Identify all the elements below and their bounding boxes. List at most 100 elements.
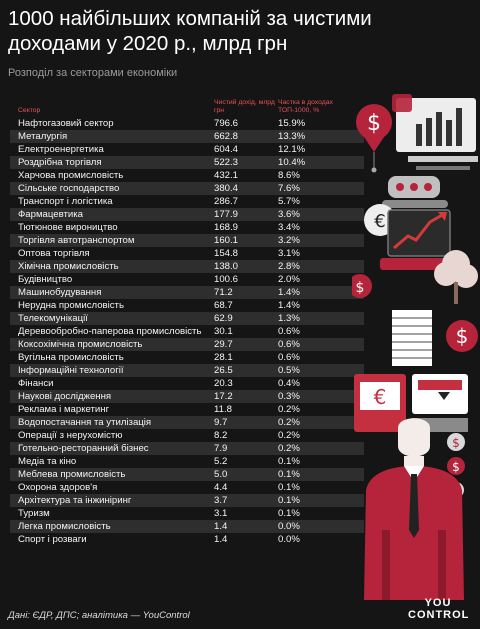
cell-value: 26.5 [214,364,278,377]
cell-share: 1.4% [278,286,364,299]
cell-share: 0.1% [278,468,364,481]
cell-sector: Нафтогазовий сектор [18,118,114,129]
table-row: Деревообробно-паперова промисловість 30.1… [10,325,364,338]
cell-share: 0.1% [278,482,300,493]
cell-value: 154.8 [214,248,239,259]
cell-value: 432.1 [214,170,239,181]
cell-sector: Тютюнове вироництво [18,222,118,233]
table-row: Меблева промисловість 5.0 0.1% [10,468,364,481]
cell-sector: Нерудна промисловість [18,300,124,311]
cell-share: 13.3% [278,130,364,143]
cell-sector: Інформаційні технології [10,364,214,377]
table-row: Операції з нерухомістю 8.2 0.2% [10,429,364,442]
cell-sector: Наукові дослідження [10,390,214,403]
cell-sector: Електроенергетика [18,144,104,155]
cell-share: 0.2% [278,442,364,455]
cell-value: 796.6 [214,118,239,129]
source-note: Дані: ЄДР, ДПС; аналітика — YouControl [8,610,190,621]
dollar-pin-icon: $ [356,104,392,173]
svg-text:$: $ [452,436,460,450]
table-row: Машинобудування 71.2 1.4% [10,286,364,299]
cell-sector: Вугільна промисловість [18,352,124,363]
cell-value: 28.1 [214,352,233,363]
cell-value: 522.3 [214,156,278,169]
table-row: Транспорт і логістика 286.7 5.7% [10,195,364,208]
cell-sector: Операції з нерухомістю [18,430,123,441]
cell-sector: Охорона здоров'я [18,482,98,493]
cell-share: 2.0% [278,274,300,285]
cell-share: 0.0% [278,534,300,545]
cell-value: 177.9 [214,208,278,221]
table-row: Туризм 3.1 0.1% [10,507,364,520]
cell-share: 5.7% [278,196,300,207]
cell-share: 1.3% [278,312,364,325]
illustration: $ € $ [352,94,478,600]
cell-sector: Туризм [18,508,50,519]
svg-text:$: $ [356,280,365,296]
cell-value: 11.8 [214,404,232,415]
cell-share: 0.1% [278,456,300,467]
cell-sector: Коксохімічна промисловість [10,338,214,351]
cell-value: 286.7 [214,196,239,207]
cell-sector: Телекомунікації [10,312,214,325]
cell-share: 0.2% [278,416,364,429]
cell-sector: Хімічна промисловість [10,260,214,273]
table-row: Оптова торгівля 154.8 3.1% [10,247,364,260]
cell-share: 0.6% [278,326,300,337]
cell-sector: Харчова промисловість [18,170,124,181]
table-row: Спорт і розваги 1.4 0.0% [10,533,364,546]
cell-value: 138.0 [214,260,278,273]
table-header-row: Сектор Чистий дохід, млрд грн Частка в д… [10,95,364,117]
table-row: Охорона здоров'я 4.4 0.1% [10,481,364,494]
cell-share: 3.6% [278,208,364,221]
cell-value: 3.7 [214,494,278,507]
table-row: Будівництво 100.6 2.0% [10,273,364,286]
table-row: Хімічна промисловість 138.0 2.8% [10,260,364,273]
cell-share: 3.4% [278,222,300,233]
cell-share: 7.6% [278,182,364,195]
cell-share: 1.4% [278,300,300,311]
logo-line-1: YOU [424,597,452,609]
cell-sector: Транспорт і логістика [18,196,113,207]
cell-sector: Металургія [10,130,214,143]
table-row: Інформаційні технології 26.5 0.5% [10,364,364,377]
svg-text:$: $ [367,111,381,136]
table-row: Наукові дослідження 17.2 0.3% [10,390,364,403]
table-row: Роздрібна торгівля 522.3 10.4% [10,156,364,169]
table-row: Фармацевтика 177.9 3.6% [10,208,364,221]
table-row: Готельно-ресторанний бізнес 7.9 0.2% [10,442,364,455]
cell-share: 10.4% [278,156,364,169]
cell-sector: Водопостачання та утилізація [10,416,214,429]
cell-sector: Меблева промисловість [10,468,214,481]
table-row: Електроенергетика 604.4 12.1% [10,143,364,156]
cell-value: 5.2 [214,456,228,467]
cell-share: 0.0% [278,520,364,533]
svg-text:€: € [374,385,387,409]
svg-text:$: $ [452,460,460,474]
cell-sector: Реклама і маркетинг [18,404,110,415]
cell-value: 5.0 [214,468,278,481]
table-row: Телекомунікації 62.9 1.3% [10,312,364,325]
cell-value: 62.9 [214,312,278,325]
cell-sector: Будівництво [18,274,73,285]
rising-chart-monitor-icon [380,209,452,270]
table-row: Коксохімічна промисловість 29.7 0.6% [10,338,364,351]
bar-chart-board-icon [392,94,478,170]
cell-value: 30.1 [214,326,233,337]
tree-icon [434,250,478,304]
cell-value: 8.2 [214,430,228,441]
cell-sector: Легка промисловість [10,520,214,533]
cell-share: 0.6% [278,352,300,363]
cell-sector: Фармацевтика [10,208,214,221]
cell-sector: Медіа та кіно [18,456,77,467]
cell-share: 0.1% [278,508,300,519]
table-row: Легка промисловість 1.4 0.0% [10,520,364,533]
table-row: Фінанси 20.3 0.4% [10,377,364,390]
cell-value: 20.3 [214,378,233,389]
table-row: Харчова промисловість 432.1 8.6% [10,169,364,182]
cell-value: 68.7 [214,300,233,311]
youcontrol-logo: YOU CONTROL [408,598,468,622]
logo-line-2: CONTROL [408,609,470,621]
cell-share: 0.1% [278,494,364,507]
svg-text:$: $ [456,324,469,348]
